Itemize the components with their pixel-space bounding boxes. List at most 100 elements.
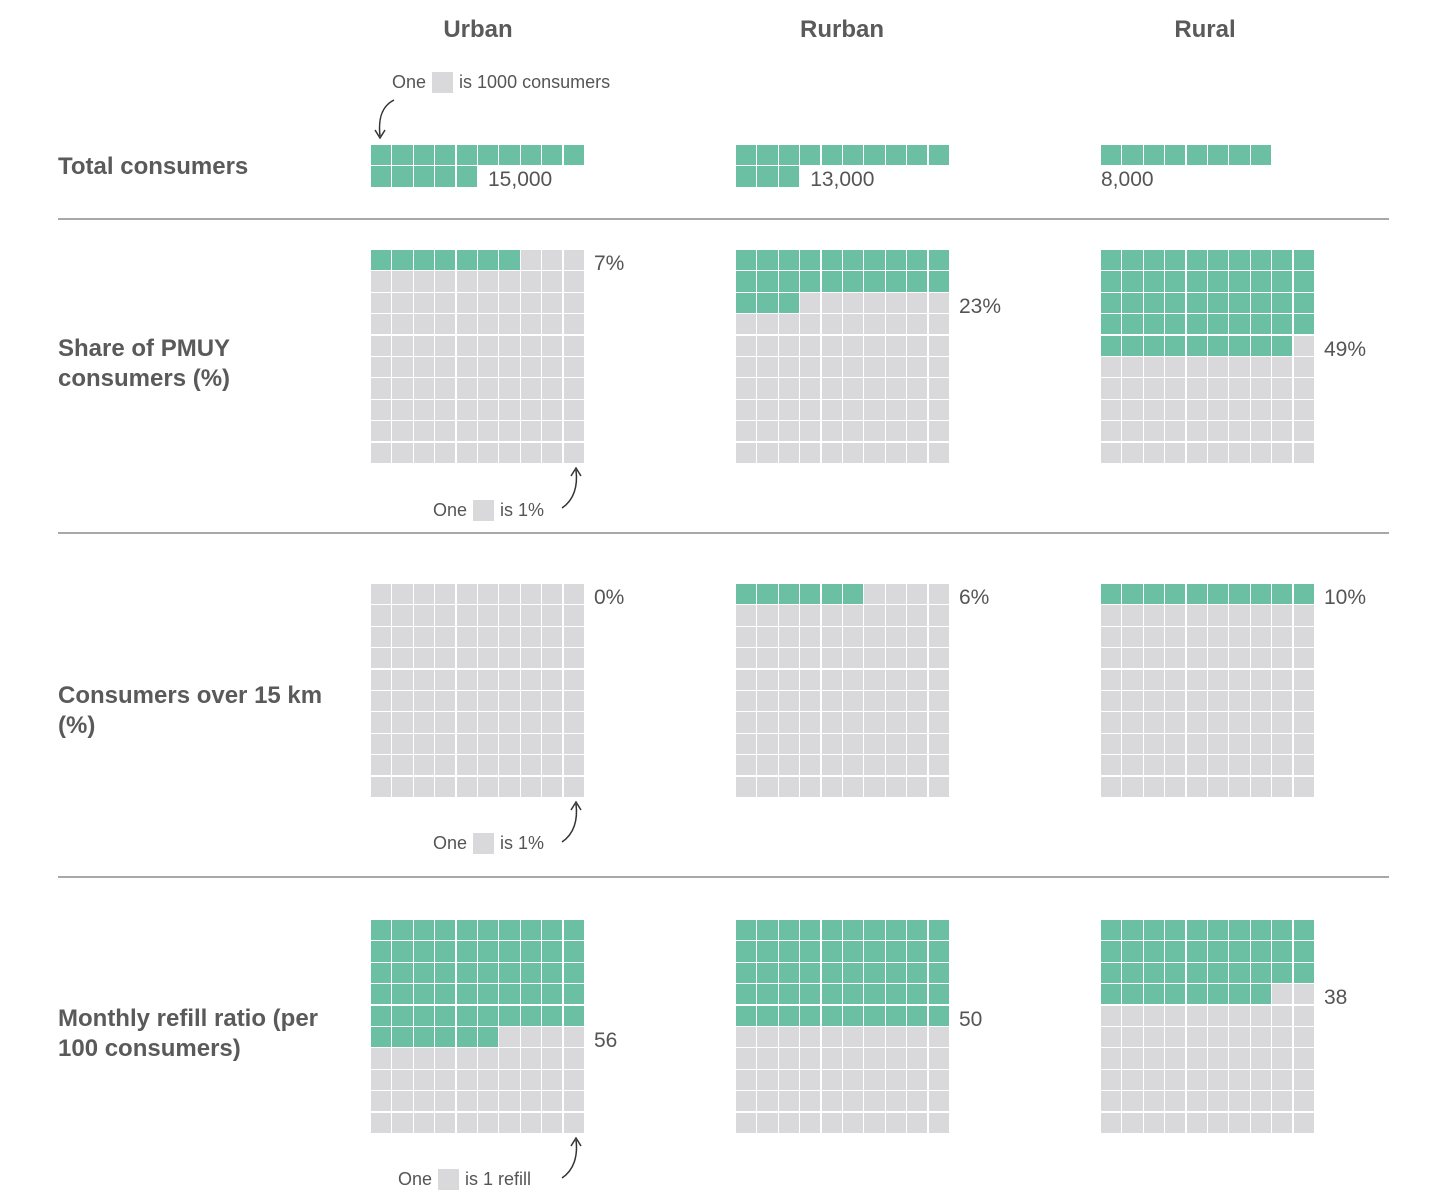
waffle-cell-empty: [1186, 733, 1207, 754]
waffle-cell-empty: [1122, 357, 1143, 378]
waffle-cell-empty: [1208, 442, 1229, 463]
waffle-cell-empty: [907, 442, 928, 463]
waffle-cell-filled: [413, 962, 434, 983]
waffle-cell-empty: [1186, 776, 1207, 797]
waffle-cell-empty: [1101, 712, 1122, 733]
waffle-cell-empty: [1250, 648, 1271, 669]
waffle-cell-empty: [907, 292, 928, 313]
waffle-cell-filled: [1122, 271, 1143, 292]
waffle-cell-filled: [1208, 335, 1229, 356]
waffle-cell-empty: [778, 755, 799, 776]
waffle-cell-empty: [1229, 1112, 1250, 1133]
waffle-cell-empty: [542, 314, 563, 335]
waffle-cell-empty: [885, 584, 906, 605]
waffle-cell-filled: [800, 1005, 821, 1026]
waffle-cell-filled: [1229, 920, 1250, 941]
waffle-cell-filled: [1143, 292, 1164, 313]
waffle-cell-empty: [435, 733, 456, 754]
waffle-cell-empty: [885, 691, 906, 712]
waffle-cell-filled: [392, 166, 413, 187]
waffle-cell-empty: [736, 421, 757, 442]
waffle-cell-empty: [392, 691, 413, 712]
waffle-cell-filled: [1293, 920, 1314, 941]
legend-arrow-icon: [561, 1136, 582, 1179]
waffle-cell-empty: [542, 584, 563, 605]
waffle-cell-empty: [928, 733, 949, 754]
waffle-cell-empty: [1143, 691, 1164, 712]
waffle-cell-filled: [1186, 335, 1207, 356]
waffle-cell-empty: [371, 1112, 392, 1133]
waffle-cell-empty: [542, 421, 563, 442]
waffle-cell-empty: [563, 421, 584, 442]
waffle-cell-empty: [1101, 605, 1122, 626]
waffle-cell-empty: [757, 314, 778, 335]
waffle-cell-filled: [1101, 314, 1122, 335]
value-label: 10%: [1324, 586, 1367, 609]
waffle-cell-empty: [371, 357, 392, 378]
waffle-cell-filled: [520, 941, 541, 962]
waffle-cell-empty: [371, 1091, 392, 1112]
waffle-cell-filled: [757, 920, 778, 941]
waffle-cell-filled: [843, 984, 864, 1005]
waffle-cell-empty: [1101, 1091, 1122, 1112]
waffle-cell-empty: [1101, 421, 1122, 442]
waffle-cell-empty: [435, 776, 456, 797]
waffle-cell-filled: [392, 1027, 413, 1048]
waffle-cell-empty: [520, 399, 541, 420]
waffle-cell-empty: [778, 669, 799, 690]
waffle-cell-filled: [1165, 250, 1186, 271]
waffle-cell-empty: [1208, 1091, 1229, 1112]
waffle-cell-filled: [456, 1005, 477, 1026]
waffle-cell-empty: [542, 605, 563, 626]
waffle-cell-empty: [1250, 669, 1271, 690]
waffle-cell-empty: [563, 605, 584, 626]
waffle-cell-filled: [478, 145, 499, 166]
waffle-cell-empty: [1143, 669, 1164, 690]
waffle-cell-empty: [1250, 421, 1271, 442]
waffle-cell-empty: [413, 669, 434, 690]
waffle-cell-empty: [371, 378, 392, 399]
waffle-cell-filled: [1165, 962, 1186, 983]
waffle-cell-empty: [1186, 1005, 1207, 1026]
waffle-cell-empty: [1101, 357, 1122, 378]
waffle-cell-empty: [1165, 1027, 1186, 1048]
waffle-cell-empty: [1122, 399, 1143, 420]
waffle-cell-empty: [1186, 712, 1207, 733]
waffle-cell-empty: [563, 584, 584, 605]
waffle-cell-filled: [800, 271, 821, 292]
waffle-cell-filled: [907, 145, 928, 166]
waffle-cell-filled: [757, 250, 778, 271]
waffle-cell-filled: [392, 984, 413, 1005]
waffle-cell-filled: [864, 145, 885, 166]
waffle-cell-empty: [499, 691, 520, 712]
waffle-cell-empty: [928, 421, 949, 442]
waffle-cell-empty: [435, 648, 456, 669]
waffle-cell-empty: [499, 776, 520, 797]
waffle-cell-empty: [736, 399, 757, 420]
waffle-cell-empty: [821, 442, 842, 463]
waffle-cell-empty: [928, 755, 949, 776]
waffle-cell-empty: [1272, 733, 1293, 754]
waffle-cell-empty: [371, 755, 392, 776]
waffle-cell-filled: [1250, 335, 1271, 356]
waffle-cell-empty: [478, 1069, 499, 1090]
waffle-cell-empty: [1272, 755, 1293, 776]
waffle-cell-empty: [456, 357, 477, 378]
waffle-cell-empty: [499, 648, 520, 669]
waffle-cell-filled: [1186, 314, 1207, 335]
waffle-cell-filled: [1186, 984, 1207, 1005]
waffle-cell-empty: [1272, 712, 1293, 733]
waffle-cell-empty: [843, 292, 864, 313]
waffle-cell-empty: [1229, 1027, 1250, 1048]
waffle-cell-empty: [800, 712, 821, 733]
waffle-cell-filled: [1293, 271, 1314, 292]
waffle-cell-empty: [456, 648, 477, 669]
waffle-cell-empty: [1208, 712, 1229, 733]
waffle-cell-empty: [563, 648, 584, 669]
waffle-cell-empty: [778, 776, 799, 797]
waffle-cell-empty: [1143, 399, 1164, 420]
waffle-cell-empty: [928, 335, 949, 356]
waffle-cell-empty: [456, 733, 477, 754]
waffle-cell-empty: [1165, 605, 1186, 626]
